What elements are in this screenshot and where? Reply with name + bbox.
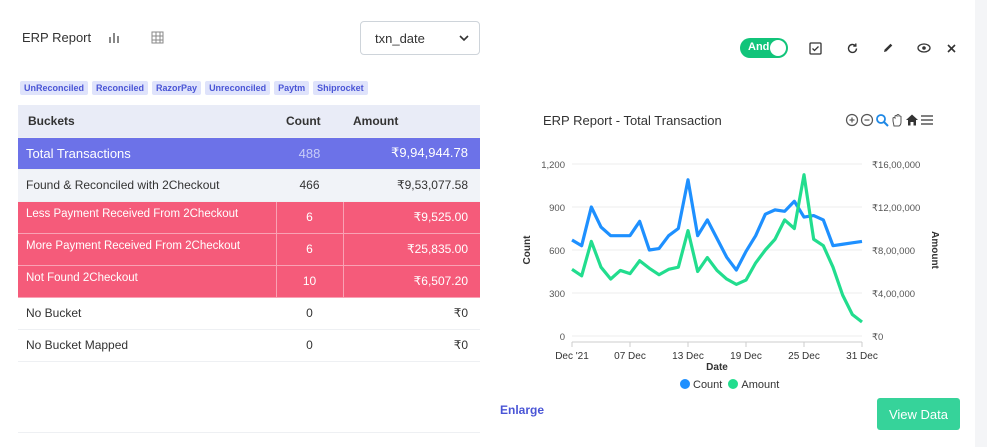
chart-toolbar xyxy=(845,113,934,130)
pan-hand-icon[interactable] xyxy=(890,113,904,130)
row-count: 466 xyxy=(276,169,343,202)
table-row[interactable]: Total Transactions 488 ₹9,94,944.78 xyxy=(18,137,480,170)
menu-icon[interactable] xyxy=(920,113,934,130)
bar-chart-icon[interactable] xyxy=(106,28,124,46)
series-line-amount xyxy=(571,173,863,324)
zoom-out-icon[interactable] xyxy=(860,113,874,130)
filter-tags: UnReconciled Reconciled RazorPay Unrecon… xyxy=(20,81,368,95)
y-tick-label: 0 xyxy=(560,332,565,343)
x-tick-label: 13 Dec xyxy=(672,351,704,362)
header-count: Count xyxy=(276,105,343,138)
refresh-icon[interactable] xyxy=(843,38,861,58)
y-axis-label: Count xyxy=(522,235,533,265)
enlarge-link[interactable]: Enlarge xyxy=(500,403,545,417)
view-data-button[interactable]: View Data xyxy=(877,398,960,430)
row-amount: ₹9,525.00 xyxy=(342,201,480,234)
row-amount: ₹9,53,077.58 xyxy=(343,169,480,202)
legend-label-count: Count xyxy=(693,379,723,391)
row-label: No Bucket xyxy=(18,297,276,330)
date-field-select-value: txn_date xyxy=(375,31,425,46)
header-amount: Amount xyxy=(343,105,480,138)
table-row[interactable]: Found & Reconciled with 2Checkout 466 ₹9… xyxy=(18,169,480,202)
y-tick-label: 600 xyxy=(549,246,565,257)
tag-shiprocket[interactable]: Shiprocket xyxy=(313,81,368,95)
toggle-knob xyxy=(770,40,786,56)
buckets-table: Buckets Count Amount Total Transactions … xyxy=(18,105,480,362)
edit-pencil-icon[interactable] xyxy=(879,38,897,58)
tag-paytm[interactable]: Paytm xyxy=(274,81,310,95)
x-tick-label: 25 Dec xyxy=(788,351,820,362)
legend-item-amount[interactable]: Amount xyxy=(728,379,779,391)
row-count: 0 xyxy=(276,329,343,362)
y2-tick-label: ₹16,00,000 xyxy=(872,160,920,171)
report-header: ERP Report txn_date And xyxy=(0,0,987,80)
toggle-label: And xyxy=(748,41,770,53)
y2-tick-label: ₹4,00,000 xyxy=(872,289,915,300)
legend-dot-count xyxy=(680,379,690,389)
x-axis-label: Date xyxy=(706,362,728,373)
tag-unreconciled-lower[interactable]: Unreconciled xyxy=(205,81,271,95)
row-label: Total Transactions xyxy=(18,137,276,170)
row-amount: ₹25,835.00 xyxy=(342,233,480,266)
table-header-row: Buckets Count Amount xyxy=(18,105,480,138)
row-label: No Bucket Mapped xyxy=(18,329,276,362)
chevron-down-icon xyxy=(459,31,469,46)
y-tick-label: 1,200 xyxy=(541,160,565,171)
x-tick-label: Dec '21 xyxy=(555,351,589,362)
legend-dot-amount xyxy=(728,379,739,389)
y-tick-label: 300 xyxy=(549,289,565,300)
chart-legend: Count Amount xyxy=(680,379,779,391)
header-buckets: Buckets xyxy=(18,105,276,138)
row-amount: ₹9,94,944.78 xyxy=(343,137,480,170)
row-count: 6 xyxy=(275,201,343,234)
home-reset-icon[interactable] xyxy=(905,113,919,130)
report-title: ERP Report xyxy=(22,30,92,45)
row-amount: ₹0 xyxy=(343,329,480,362)
scrollbar-track[interactable] xyxy=(975,0,987,447)
checkbox-icon[interactable] xyxy=(806,38,824,58)
series-line-count xyxy=(571,178,863,272)
row-count: 10 xyxy=(275,265,343,298)
x-tick-label: 19 Dec xyxy=(730,351,762,362)
zoom-in-icon[interactable] xyxy=(845,113,859,130)
y2-tick-label: ₹8,00,000 xyxy=(872,246,915,257)
chart-title: ERP Report - Total Transaction xyxy=(543,113,722,128)
row-amount: ₹6,507.20 xyxy=(342,265,480,298)
row-label: More Payment Received From 2Checkout xyxy=(18,233,276,266)
x-tick-label: 31 Dec xyxy=(846,351,878,362)
row-label: Found & Reconciled with 2Checkout xyxy=(18,169,276,202)
table-row[interactable]: More Payment Received From 2Checkout 6 ₹… xyxy=(18,233,480,266)
y-tick-label: 900 xyxy=(549,203,565,214)
table-footer-divider xyxy=(18,432,480,447)
table-row[interactable]: Less Payment Received From 2Checkout 6 ₹… xyxy=(18,201,480,234)
y2-tick-label: ₹12,00,000 xyxy=(872,203,920,214)
tag-razorpay[interactable]: RazorPay xyxy=(152,81,202,95)
row-label: Less Payment Received From 2Checkout xyxy=(18,201,276,234)
and-or-toggle[interactable]: And xyxy=(740,38,788,58)
date-field-select[interactable]: txn_date xyxy=(360,21,480,55)
x-tick-label: 07 Dec xyxy=(614,351,646,362)
magnifier-icon[interactable] xyxy=(875,113,889,130)
table-grid-icon[interactable] xyxy=(148,28,166,46)
legend-item-count[interactable]: Count xyxy=(680,379,722,391)
row-amount: ₹0 xyxy=(343,297,480,330)
row-count: 488 xyxy=(276,137,343,170)
row-label: Not Found 2Checkout xyxy=(18,265,276,298)
y2-tick-label: ₹0 xyxy=(872,332,883,343)
row-count: 6 xyxy=(275,233,343,266)
close-icon[interactable] xyxy=(942,38,960,58)
y2-axis-label: Amount xyxy=(929,231,940,269)
legend-label-amount: Amount xyxy=(741,379,780,391)
table-row[interactable]: Not Found 2Checkout 10 ₹6,507.20 xyxy=(18,265,480,298)
eye-icon[interactable] xyxy=(915,38,933,58)
table-row[interactable]: No Bucket Mapped 0 ₹0 xyxy=(18,329,480,362)
table-row[interactable]: No Bucket 0 ₹0 xyxy=(18,297,480,330)
tag-reconciled[interactable]: Reconciled xyxy=(92,81,149,95)
tag-unreconciled[interactable]: UnReconciled xyxy=(20,81,89,95)
row-count: 0 xyxy=(276,297,343,330)
